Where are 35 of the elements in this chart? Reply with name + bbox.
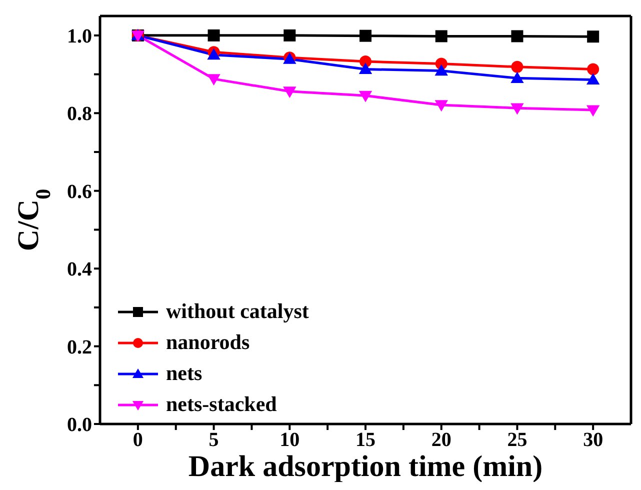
- legend-label: nets: [166, 361, 202, 386]
- legend-label: nanorods: [166, 330, 250, 355]
- point: [510, 103, 524, 115]
- point: [587, 63, 600, 76]
- point: [435, 30, 448, 42]
- legend-label: without catalyst: [166, 299, 309, 324]
- point: [586, 105, 600, 117]
- point: [358, 90, 372, 102]
- x-tick-label: 15: [356, 429, 376, 452]
- y-tick-label: 0.8: [67, 103, 92, 126]
- y-tick-label: 0.4: [67, 258, 92, 281]
- x-tick-label: 10: [280, 429, 300, 452]
- point: [283, 86, 296, 98]
- x-tick-label: 5: [208, 429, 219, 452]
- point: [511, 30, 524, 42]
- point: [360, 30, 372, 42]
- y-tick-label: 0.6: [67, 180, 92, 203]
- x-tick-label: 0: [132, 429, 143, 452]
- x-tick-label: 20: [431, 429, 452, 452]
- point: [434, 100, 448, 112]
- y-tick-label: 0.2: [67, 336, 92, 358]
- y-tick-label: 0.0: [67, 414, 92, 436]
- point: [510, 72, 524, 83]
- point: [587, 30, 600, 43]
- x-tick-label: 25: [507, 429, 528, 452]
- x-tick-label: 30: [583, 429, 604, 452]
- point: [284, 29, 296, 42]
- point: [434, 64, 448, 76]
- point: [208, 29, 220, 42]
- point: [586, 73, 600, 85]
- legend-label: nets-stacked: [166, 392, 277, 417]
- point: [207, 74, 220, 86]
- point: [511, 60, 524, 73]
- point: [358, 62, 372, 74]
- y-tick-label: 1.0: [67, 26, 92, 48]
